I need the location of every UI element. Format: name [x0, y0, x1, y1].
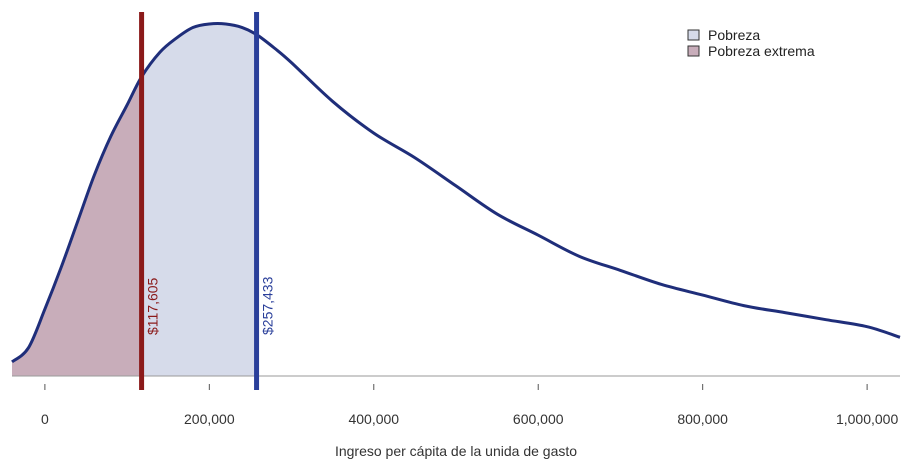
density-curve [11, 22, 901, 364]
x-tick-label: 0 [41, 411, 49, 427]
x-tick-label: 200,000 [184, 411, 235, 427]
shaded-regions [12, 23, 257, 377]
threshold-label-2: $257,433 [260, 276, 276, 335]
x-axis-title: Ingreso per cápita de la unida de gasto [335, 443, 577, 459]
x-tick-label: 600,000 [513, 411, 564, 427]
region-pobreza [141, 23, 257, 377]
x-tick-label: 1,000,000 [836, 411, 898, 427]
x-tick-label: 400,000 [348, 411, 399, 427]
legend-swatch-pobreza [687, 29, 700, 41]
legend-swatch-pobreza-extrema [687, 45, 700, 57]
legend-label-pobreza-extrema: Pobreza extrema [708, 43, 815, 59]
threshold-lines: $117,605 $257,433 [139, 12, 276, 390]
legend-label-pobreza: Pobreza [708, 27, 760, 43]
threshold-label-1: $117,605 [145, 277, 161, 335]
x-tick-label: 800,000 [677, 411, 728, 427]
density-curve-group [11, 22, 901, 364]
x-axis-ticks: 0 200,000 400,000 600,000 800,000 1,000,000 [41, 384, 898, 427]
